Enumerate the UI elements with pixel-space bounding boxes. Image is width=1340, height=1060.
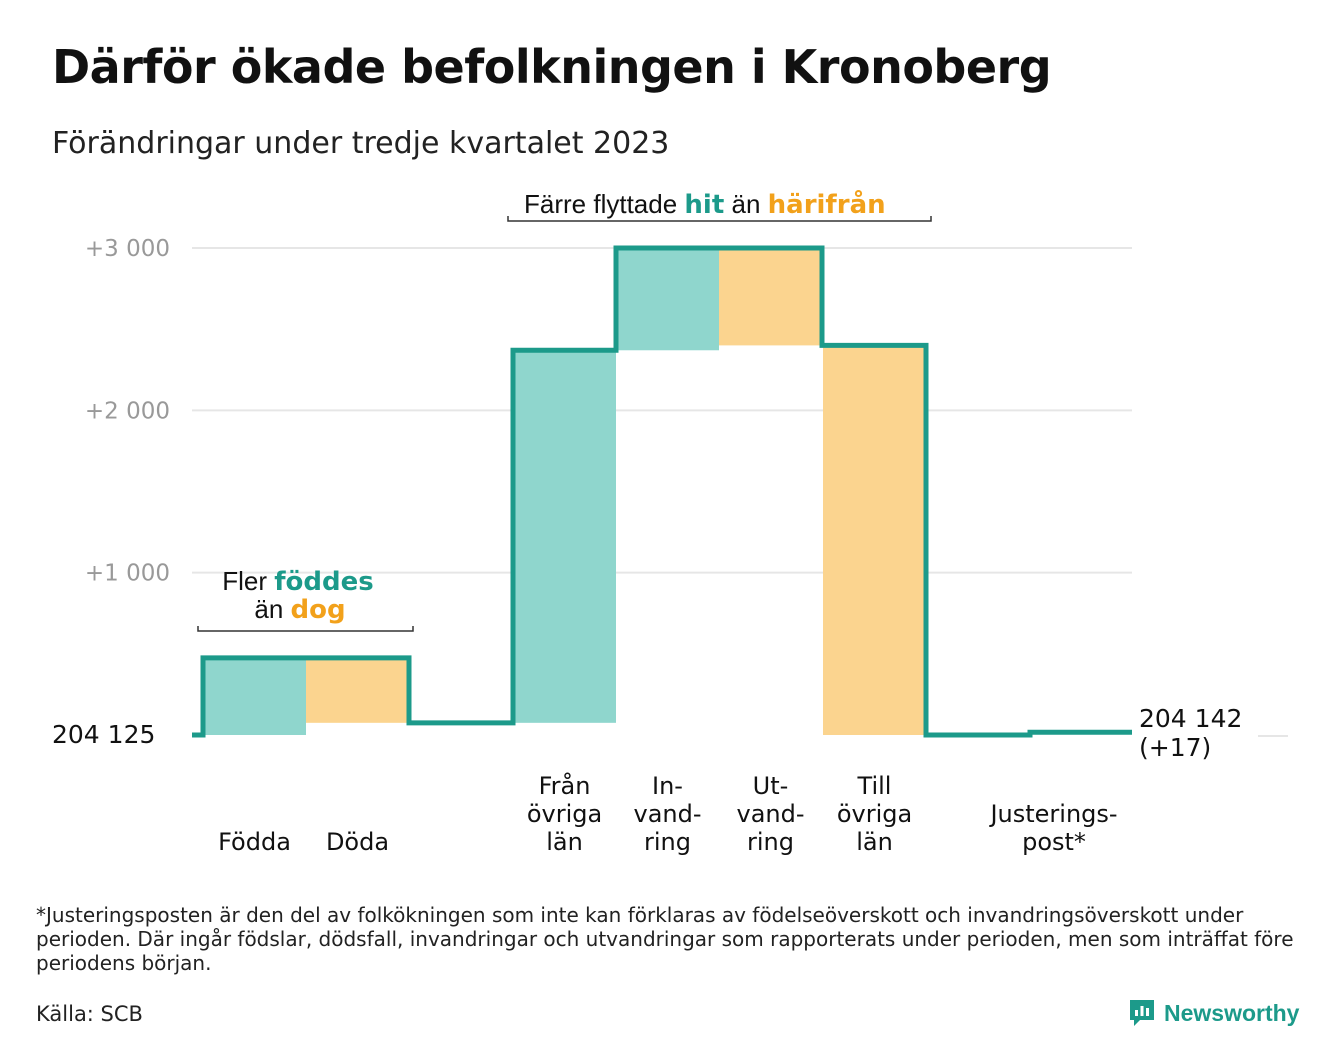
brand-name: Newsworthy <box>1164 999 1300 1026</box>
bar-outflow <box>719 248 822 346</box>
annotation-highlight: föddes <box>274 567 374 597</box>
bar-inflow <box>203 657 306 735</box>
source-label: Källa: SCB <box>36 1002 143 1026</box>
end-value-label: 204 142 <box>1139 704 1242 733</box>
category-label: övriga <box>837 800 912 828</box>
bar-outflow <box>823 345 926 735</box>
y-tick-label: +1 000 <box>85 561 170 587</box>
footnote: *Justeringsposten är den del av folkökni… <box>36 903 1294 975</box>
start-value-label: 204 125 <box>52 720 155 749</box>
annotation-highlight: hit <box>684 190 724 220</box>
category-label: ring <box>747 828 794 856</box>
bar-inflow <box>616 248 719 351</box>
y-tick-label: +3 000 <box>85 236 170 262</box>
annotation-bracket <box>507 216 932 222</box>
category-label: Födda <box>218 828 291 856</box>
category-label: Till <box>857 772 892 800</box>
newsworthy-logo-icon <box>1130 1000 1154 1026</box>
category-label: Från <box>539 771 591 800</box>
annotation-text: Fler föddes <box>222 566 374 597</box>
chart-title: Därför ökade befolkningen i Kronoberg <box>52 40 1052 94</box>
annotation-text: Färre flyttade hit än härifrån <box>524 188 886 220</box>
brand-logo: Newsworthy <box>1128 998 1299 1028</box>
cumulative-step-line <box>192 245 1132 738</box>
category-label: län <box>546 828 583 856</box>
category-label: Döda <box>326 828 389 856</box>
annotation-bracket <box>197 626 414 632</box>
annotation-highlight: dog <box>291 595 346 625</box>
chart-subtitle: Förändringar under tredje kvartalet 2023 <box>52 126 670 161</box>
category-label: vand- <box>633 800 701 828</box>
end-value-label: (+17) <box>1139 733 1211 762</box>
category-label: vand- <box>736 800 804 828</box>
bar-inflow <box>513 350 616 723</box>
category-label: Justerings- <box>988 800 1117 828</box>
category-label: Ut- <box>753 772 789 800</box>
annotation-highlight: härifrån <box>768 188 886 220</box>
category-label: post* <box>1022 828 1086 856</box>
bar-outflow <box>306 657 409 723</box>
y-tick-label: +2 000 <box>85 398 170 424</box>
category-label: In- <box>652 772 683 800</box>
annotation-text: än dog <box>254 594 345 625</box>
category-label: ring <box>644 828 691 856</box>
category-label: övriga <box>527 800 602 828</box>
category-label: län <box>856 828 893 856</box>
